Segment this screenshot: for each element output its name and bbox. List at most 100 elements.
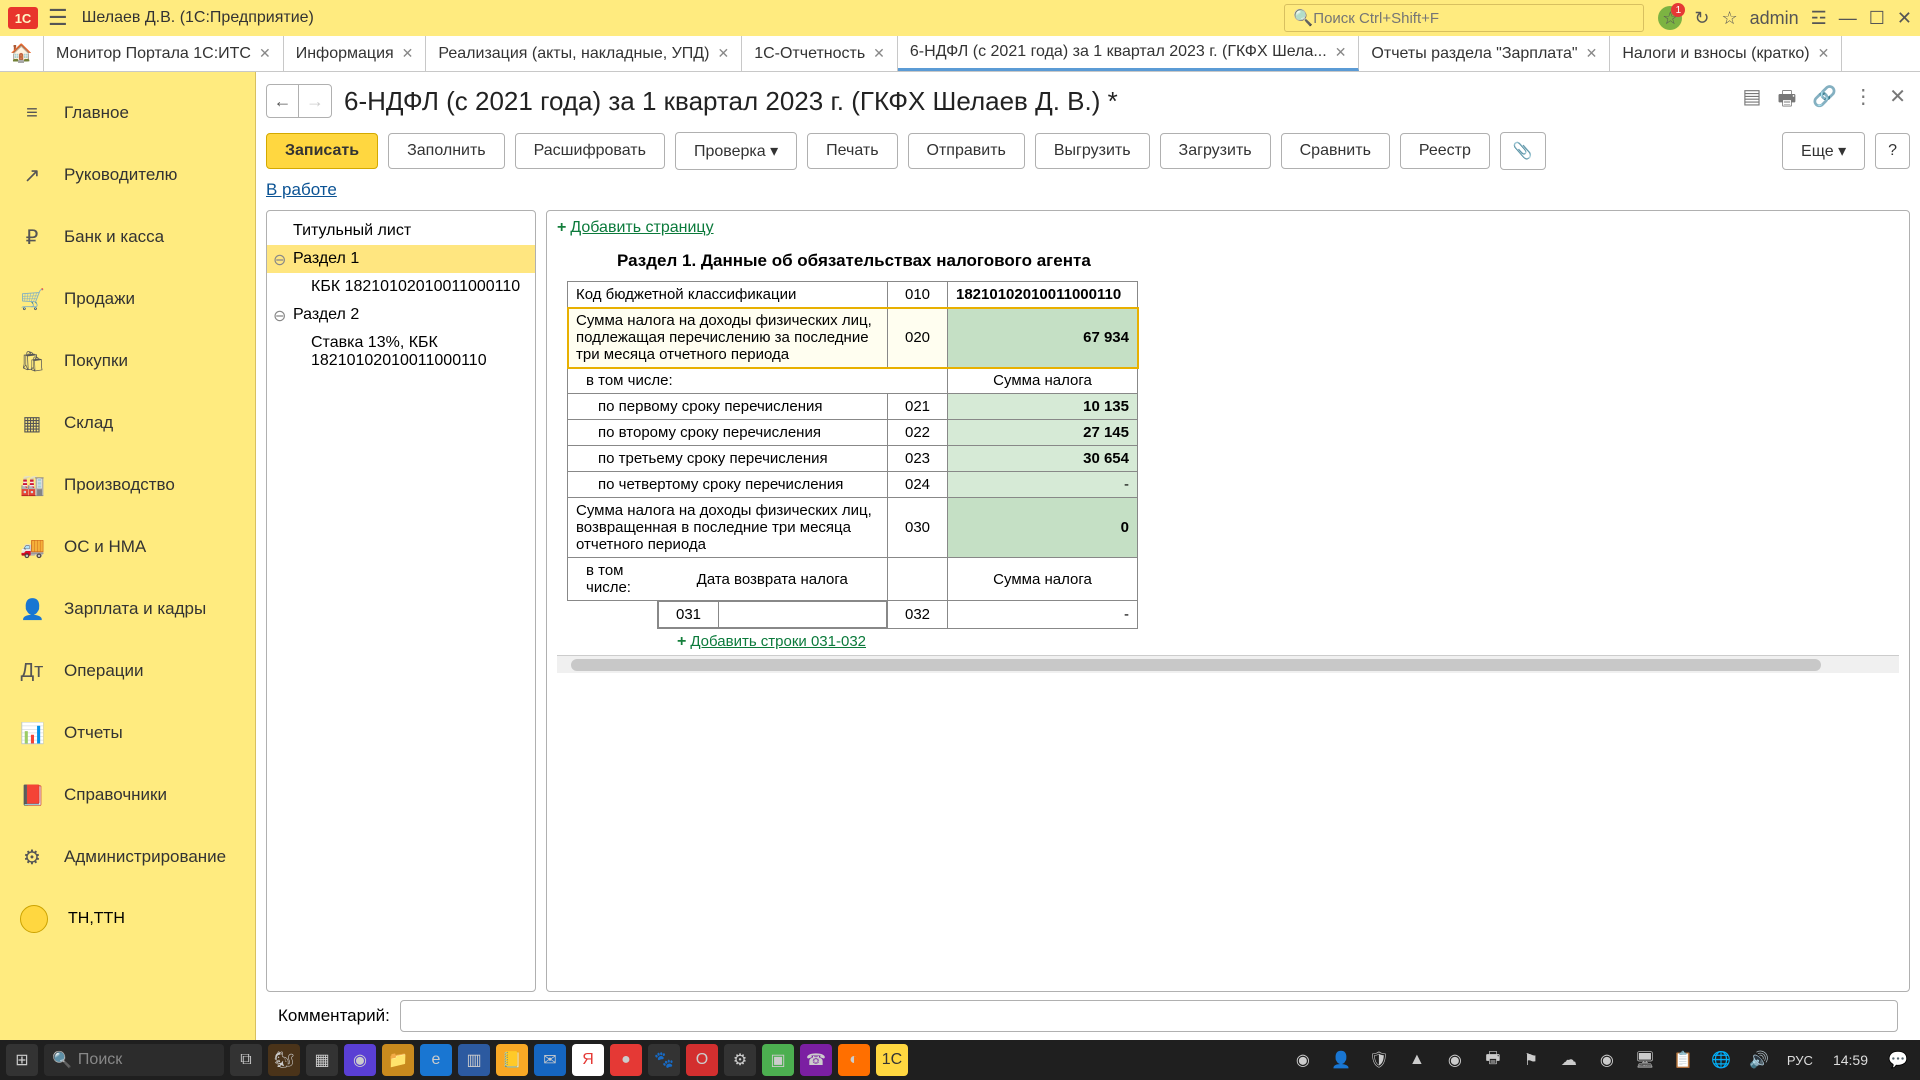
download-button[interactable]: Загрузить bbox=[1160, 133, 1271, 169]
taskbar-search[interactable]: 🔍Поиск bbox=[44, 1044, 224, 1076]
notification-bell-icon[interactable]: ☆ bbox=[1658, 6, 1682, 30]
sidebar-item-operations[interactable]: ДтОперации bbox=[0, 640, 255, 702]
row010-value[interactable]: 18210102010011000110 bbox=[948, 282, 1138, 308]
app-icon[interactable]: ◉ bbox=[344, 1044, 376, 1076]
tray-icon[interactable]: ☁ bbox=[1553, 1044, 1585, 1076]
app-icon[interactable]: ▦ bbox=[306, 1044, 338, 1076]
home-tab[interactable]: 🏠 bbox=[0, 36, 44, 71]
history-icon[interactable]: ↻ bbox=[1694, 8, 1709, 29]
close-icon[interactable]: ✕ bbox=[1818, 45, 1830, 62]
sidebar-item-reports[interactable]: 📊Отчеты bbox=[0, 702, 255, 764]
tray-icon[interactable]: 🖥 bbox=[1629, 1044, 1661, 1076]
app-icon[interactable]: ▥ bbox=[458, 1044, 490, 1076]
tab-2[interactable]: Реализация (акты, накладные, УПД)✕ bbox=[426, 36, 742, 71]
sidebar-item-production[interactable]: 🏭Производство bbox=[0, 454, 255, 516]
yandex-icon[interactable]: Я bbox=[572, 1044, 604, 1076]
app-icon[interactable]: 🐾 bbox=[648, 1044, 680, 1076]
fill-button[interactable]: Заполнить bbox=[388, 133, 505, 169]
close-icon[interactable]: ✕ bbox=[259, 45, 271, 62]
sidebar-item-manager[interactable]: ↗Руководителю bbox=[0, 144, 255, 206]
opera-icon[interactable]: O bbox=[686, 1044, 718, 1076]
tray-icon[interactable]: ▲ bbox=[1401, 1044, 1433, 1076]
sidebar-item-main[interactable]: ≡Главное bbox=[0, 82, 255, 144]
sidebar-item-sales[interactable]: 🛒Продажи bbox=[0, 268, 255, 330]
comment-input[interactable] bbox=[400, 1000, 1898, 1032]
add-page-link[interactable]: +Добавить страницу bbox=[557, 219, 1899, 237]
tray-icon[interactable]: ⚑ bbox=[1515, 1044, 1547, 1076]
close-doc-icon[interactable]: ✕ bbox=[1885, 80, 1910, 122]
close-icon[interactable]: ✕ bbox=[1897, 8, 1912, 29]
tab-6[interactable]: Налоги и взносы (кратко)✕ bbox=[1610, 36, 1842, 71]
add-rows-link[interactable]: +Добавить строки 031-032 bbox=[677, 633, 1899, 651]
section-tree[interactable]: Титульный лист Раздел 1 КБК 182101020100… bbox=[266, 210, 536, 992]
sidebar-item-admin[interactable]: ⚙Администрирование bbox=[0, 826, 255, 888]
tab-5[interactable]: Отчеты раздела "Зарплата"✕ bbox=[1359, 36, 1610, 71]
maximize-icon[interactable]: ☐ bbox=[1869, 8, 1885, 29]
tab-4[interactable]: 6-НДФЛ (с 2021 года) за 1 квартал 2023 г… bbox=[898, 36, 1360, 71]
close-icon[interactable]: ✕ bbox=[402, 45, 414, 62]
favorite-icon[interactable]: ☆ bbox=[1721, 8, 1737, 29]
tray-icon[interactable]: 🛡 bbox=[1363, 1044, 1395, 1076]
forward-button[interactable]: → bbox=[299, 85, 331, 117]
row022-value[interactable]: 27 145 bbox=[948, 420, 1138, 446]
viber-icon[interactable]: ☎ bbox=[800, 1044, 832, 1076]
tree-node-kbk1[interactable]: КБК 18210102010011000110 bbox=[267, 273, 535, 301]
tray-icon[interactable]: ◉ bbox=[1287, 1044, 1319, 1076]
user-label[interactable]: admin bbox=[1750, 8, 1799, 29]
back-button[interactable]: ← bbox=[267, 85, 299, 117]
tab-3[interactable]: 1С-Отчетность✕ bbox=[742, 36, 898, 71]
app-icon[interactable]: ▣ bbox=[762, 1044, 794, 1076]
start-button[interactable]: ⊞ bbox=[6, 1044, 38, 1076]
app-icon[interactable]: ✉ bbox=[534, 1044, 566, 1076]
sidebar-item-reference[interactable]: 📕Справочники bbox=[0, 764, 255, 826]
tree-node-title[interactable]: Титульный лист bbox=[267, 217, 535, 245]
tree-node-rate13[interactable]: Ставка 13%, КБК 18210102010011000110 bbox=[267, 329, 535, 375]
tree-node-section2[interactable]: Раздел 2 bbox=[267, 301, 535, 329]
compare-button[interactable]: Сравнить bbox=[1281, 133, 1390, 169]
app-icon[interactable]: ◐ bbox=[838, 1044, 870, 1076]
print-icon[interactable]: 🖶 bbox=[1773, 80, 1800, 122]
volume-icon[interactable]: 🔊 bbox=[1743, 1044, 1775, 1076]
tab-1[interactable]: Информация✕ bbox=[284, 36, 427, 71]
upload-button[interactable]: Выгрузить bbox=[1035, 133, 1150, 169]
row021-value[interactable]: 10 135 bbox=[948, 394, 1138, 420]
row030-value[interactable]: 0 bbox=[948, 498, 1138, 558]
close-icon[interactable]: ✕ bbox=[1335, 44, 1347, 61]
taskview-icon[interactable]: ⧉ bbox=[230, 1044, 262, 1076]
attach-button[interactable]: 📎 bbox=[1500, 132, 1546, 170]
global-search[interactable]: 🔍 bbox=[1284, 4, 1644, 32]
chrome-icon[interactable]: ◉ bbox=[1439, 1044, 1471, 1076]
layout-icon[interactable]: ▤ bbox=[1739, 80, 1766, 122]
row023-value[interactable]: 30 654 bbox=[948, 446, 1138, 472]
status-link[interactable]: В работе bbox=[266, 180, 1910, 200]
sidebar-item-salary[interactable]: 👤Зарплата и кадры bbox=[0, 578, 255, 640]
write-button[interactable]: Записать bbox=[266, 133, 378, 169]
app-icon[interactable]: 🐿 bbox=[268, 1044, 300, 1076]
horizontal-scrollbar[interactable] bbox=[557, 655, 1899, 673]
app-icon[interactable]: ⚙ bbox=[724, 1044, 756, 1076]
explorer-icon[interactable]: 📁 bbox=[382, 1044, 414, 1076]
send-button[interactable]: Отправить bbox=[908, 133, 1025, 169]
sidebar-item-bank[interactable]: ₽Банк и касса bbox=[0, 206, 255, 268]
clock[interactable]: 14:59 bbox=[1833, 1052, 1868, 1068]
decode-button[interactable]: Расшифровать bbox=[515, 133, 665, 169]
sidebar-item-warehouse[interactable]: ▦Склад bbox=[0, 392, 255, 454]
tab-0[interactable]: Монитор Портала 1С:ИТС✕ bbox=[44, 36, 284, 71]
tree-node-section1[interactable]: Раздел 1 bbox=[267, 245, 535, 273]
settings-icon[interactable]: ☲ bbox=[1811, 8, 1827, 29]
sidebar-item-purchase[interactable]: 🛍Покупки bbox=[0, 330, 255, 392]
app-icon[interactable]: 📒 bbox=[496, 1044, 528, 1076]
tray-icon[interactable]: ◉ bbox=[1591, 1044, 1623, 1076]
search-input[interactable] bbox=[1313, 10, 1635, 27]
row024-value[interactable]: - bbox=[948, 472, 1138, 498]
more-icon[interactable]: ⋮ bbox=[1849, 80, 1877, 122]
language-indicator[interactable]: РУС bbox=[1787, 1053, 1813, 1068]
network-icon[interactable]: 🌐 bbox=[1705, 1044, 1737, 1076]
print-button[interactable]: Печать bbox=[807, 133, 897, 169]
tray-icon[interactable]: 📋 bbox=[1667, 1044, 1699, 1076]
close-icon[interactable]: ✕ bbox=[717, 45, 729, 62]
registry-button[interactable]: Реестр bbox=[1400, 133, 1490, 169]
edge-icon[interactable]: e bbox=[420, 1044, 452, 1076]
sidebar-item-assets[interactable]: 🚚ОС и НМА bbox=[0, 516, 255, 578]
row020-value[interactable]: 67 934 bbox=[948, 308, 1138, 368]
